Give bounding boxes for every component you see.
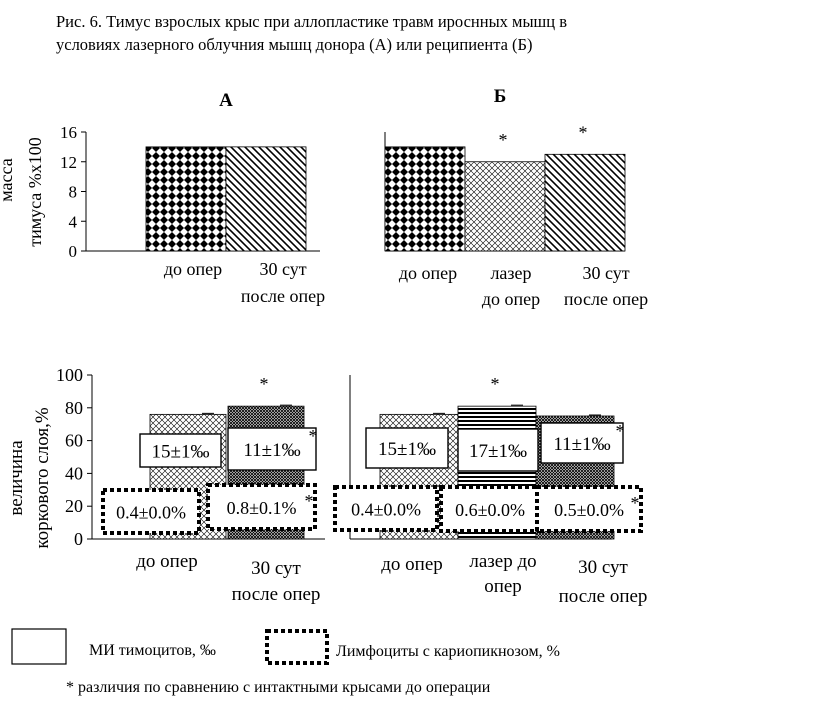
- panel-top-A-y-tick-label: 8: [69, 183, 78, 202]
- panel-top-B-bar-3: [544, 153, 626, 252]
- panel-bottom-A-y-tick-label: 100: [56, 365, 83, 385]
- panel-top-B-category-label-3: после опер: [564, 289, 648, 309]
- footnote: * различия по сравнению с интактными кры…: [66, 679, 491, 696]
- panel-bottom-B-mi-label-3: 11±1‰: [553, 434, 610, 455]
- panel-top-B-significance-star-3: *: [579, 122, 588, 142]
- panel-bottom-B-mi-label-box-3: [540, 422, 624, 464]
- panel-bottom-A-lymph-label-1: 0.4±0.0%: [116, 503, 186, 523]
- panel-bottom-B-lymph-label-3: 0.5±0.0%: [554, 500, 624, 520]
- panel-bottom-B-mi-label-1: 15±1‰: [378, 439, 436, 460]
- panel-top-A-title: А: [219, 90, 233, 111]
- panel-bottom-B-lymph-label-box-3: [535, 485, 643, 533]
- panel-bottom-B-lymph-star-3: *: [631, 493, 640, 513]
- chart-panels: 0 4 8 12 16 масса тимуса %х100 Адо опер 30 сут по…: [0, 86, 648, 607]
- legend-lymph-swatch: [265, 629, 329, 665]
- panel-top-B-bar-2: [464, 161, 546, 252]
- panel-top-B-bar-1: [384, 146, 466, 252]
- panel-bottom-B-mi-label-2: 17±1‰: [469, 441, 527, 462]
- panel-bottom-B-mi-label-box-1: [365, 427, 449, 469]
- panel-bottom-A-category-label-1: до опер: [136, 551, 198, 572]
- caption-line-2: условиях лазерного облучния мышц донора …: [56, 35, 533, 54]
- panel-bottom-B-category-label-1: до опер: [381, 554, 443, 575]
- panel-top-A-category-label-2: после опер: [241, 286, 325, 306]
- panel-bottom-A-mi-label-1: 15±1‰: [152, 442, 210, 463]
- panel-top-A-category-label-2: 30 сут: [259, 259, 306, 279]
- panel-bottom-A-y-tick-label: 60: [65, 431, 83, 451]
- panel-bottom-A-mi-label-box-1: [139, 433, 222, 468]
- panel-bottom-A-mi-label-2: 11±1‰: [243, 440, 300, 461]
- legend-lymph-label: Лимфоциты с кариопикнозом, %: [336, 643, 560, 660]
- panel-bottom-A-ylabel-line2: коркового слоя,%: [32, 407, 53, 548]
- legend-mi-swatch: [11, 628, 67, 665]
- panel-top-A-ylabel-line1: масса: [0, 158, 16, 201]
- panel-bottom-A-lymph-label-box-2: [206, 483, 317, 531]
- panel-bottom-B-lymph-label-1: 0.4±0.0%: [351, 500, 421, 520]
- panel-bottom-B-mi-label-box-2: [457, 428, 539, 472]
- panel-bottom-A-mi-label-box-2: [227, 427, 317, 471]
- panel-bottom-A-mi-star-2: *: [309, 426, 318, 446]
- panel-bottom-B-category-label-2: лазер до: [469, 551, 536, 572]
- panel-bottom-B-significance-star-2: *: [491, 374, 500, 394]
- panel-bottom-B-lymph-label-box-1: [333, 485, 439, 532]
- panel-bottom-B-mi-star-3: *: [616, 421, 625, 441]
- panel-bottom-A-y-tick-label: 0: [74, 529, 83, 549]
- legend: МИ тимоцитов, ‰ Лимфоциты с кариопикнозо…: [11, 628, 560, 665]
- panel-bottom-B-lymph-label-2: 0.6±0.0%: [455, 500, 525, 520]
- panel-bottom-A-lymph-label-box-1: [101, 488, 201, 535]
- panel-top-A-y-tick-label: 12: [60, 153, 77, 172]
- panel-top-A-y-tick-label: 4: [69, 212, 78, 231]
- panel-top-A-ylabel-line2: тимуса %х100: [25, 137, 45, 247]
- panel-bottom-A-y-tick-label: 40: [65, 463, 83, 483]
- panel-bottom-A-y-tick-label: 80: [65, 398, 83, 418]
- panel-top-B-category-label-1: до опер: [399, 263, 457, 283]
- panel-bottom-A-significance-star-2: *: [260, 374, 269, 394]
- panel-bottom-A-y-tick-label: 20: [65, 496, 83, 516]
- panel-top-A-y-tick-label: 0: [69, 242, 78, 261]
- caption-line-1: Рис. 6. Тимус взрослых крыс при аллоплас…: [56, 12, 568, 31]
- panel-bottom-A-lymph-star-2: *: [305, 491, 314, 511]
- figure-caption: Рис. 6. Тимус взрослых крыс при аллоплас…: [56, 10, 756, 56]
- panel-bottom-A-category-label-2: 30 сут: [251, 558, 301, 579]
- panel-bottom-B-category-label-3: после опер: [559, 586, 648, 607]
- panel-bottom-A-lymph-label-2: 0.8±0.1%: [227, 498, 297, 518]
- panel-bottom-B-category-label-2: опер: [484, 576, 522, 597]
- panel-top-A-category-label-1: до опер: [164, 259, 222, 279]
- panel-top-B-category-label-2: лазер: [490, 263, 531, 283]
- panel-top-A-bar-1: [145, 146, 227, 252]
- panel-bottom-A-ylabel-line1: величина: [6, 440, 27, 516]
- legend-mi-label: МИ тимоцитов, ‰: [89, 642, 216, 659]
- panel-bottom-A-category-label-2: после опер: [232, 584, 321, 605]
- panel-top-B-significance-star-2: *: [499, 130, 508, 150]
- panel-top-B-category-label-2: до опер: [482, 289, 540, 309]
- panel-bottom-B-category-label-3: 30 сут: [578, 557, 628, 578]
- panel-top-B-category-label-3: 30 сут: [582, 263, 629, 283]
- panel-bottom-B-lymph-label-box-2: [439, 485, 541, 533]
- panel-top-A-bar-2: [225, 146, 307, 252]
- panel-top-A-y-tick-label: 16: [60, 123, 77, 142]
- panel-top-B-title: Б: [494, 86, 507, 107]
